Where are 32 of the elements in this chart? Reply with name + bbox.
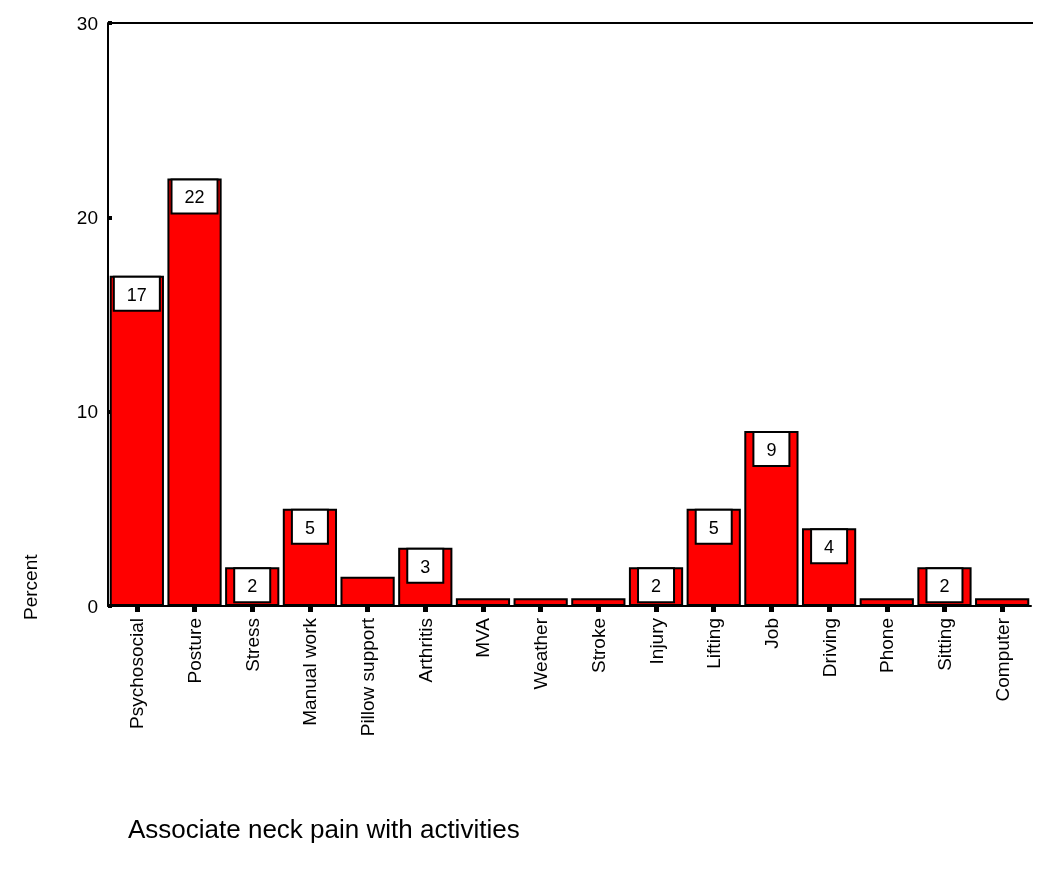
x-tick-label: Weather — [530, 617, 552, 690]
x-tick-label: Injury — [645, 617, 667, 665]
data-label: 2 — [651, 576, 662, 597]
x-tick-label: Phone — [876, 618, 898, 673]
data-label: 22 — [184, 187, 205, 208]
x-tick-label: Lifting — [703, 618, 725, 669]
x-tick-label: Arthritis — [414, 618, 436, 683]
y-tick-label: 10 — [76, 401, 98, 423]
x-tick-label: Stroke — [587, 618, 609, 673]
x-tick-label: Posture — [184, 618, 206, 684]
data-label: 9 — [766, 440, 777, 461]
x-tick-label: Pillow support — [357, 617, 379, 737]
data-label: 5 — [708, 517, 719, 538]
x-tick-label: Sitting — [933, 618, 955, 671]
y-tick-label: 20 — [76, 206, 98, 228]
x-tick-label: Psychosocial — [126, 618, 148, 729]
x-axis-title: Associate neck pain with activities — [128, 814, 520, 844]
y-tick-label: 0 — [87, 595, 98, 617]
data-label: 17 — [126, 284, 147, 305]
x-tick-label: Stress — [241, 618, 263, 672]
y-tick-label: 30 — [76, 12, 98, 34]
x-tick-label: Driving — [818, 618, 840, 678]
data-label: 3 — [420, 556, 431, 577]
x-tick-label: MVA — [472, 617, 494, 658]
data-label: 2 — [247, 576, 258, 597]
data-label: 4 — [824, 537, 835, 558]
data-label: 2 — [939, 576, 950, 597]
x-tick-label: Manual work — [299, 617, 321, 726]
x-tick-label: Job — [760, 618, 782, 649]
y-axis-title: Percent — [19, 553, 41, 620]
x-tick-label: Computer — [991, 617, 1013, 702]
data-label: 5 — [304, 517, 315, 538]
